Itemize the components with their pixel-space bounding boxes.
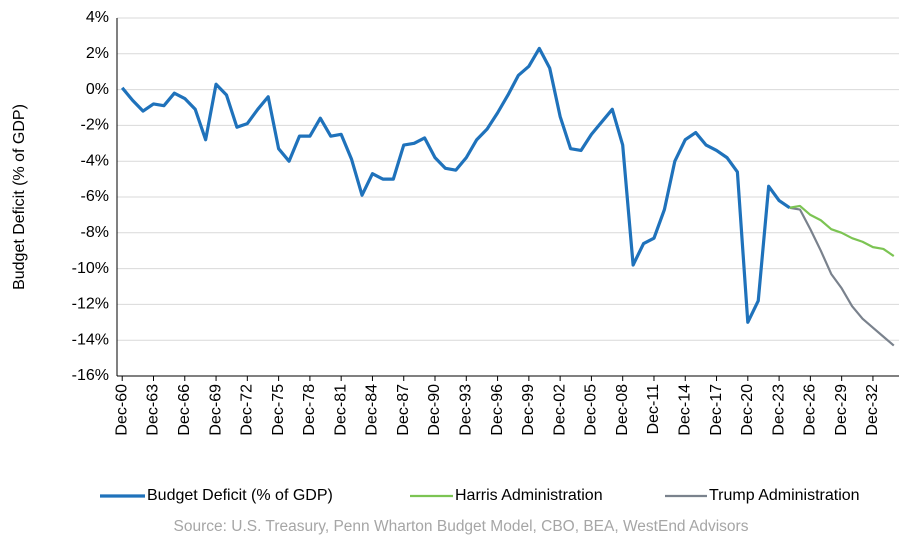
x-tick-label: Dec-96 (489, 384, 506, 436)
x-tick-label: Dec-11 (645, 384, 662, 434)
series-line (789, 204, 895, 257)
x-tick-label: Dec-05 (583, 384, 600, 436)
x-tick-label: Dec-20 (739, 384, 756, 436)
x-tick-label: Dec-02 (551, 384, 568, 436)
x-tick-label: Dec-17 (708, 384, 725, 436)
series-line (120, 46, 791, 324)
y-tick-label: -2% (81, 117, 109, 134)
x-tick-label: Dec-81 (332, 384, 349, 436)
x-tick-label: Dec-84 (364, 384, 381, 436)
x-tick-label: Dec-32 (864, 384, 881, 436)
x-tick-label: Dec-69 (207, 384, 224, 436)
x-tick-label: Dec-93 (458, 384, 475, 436)
legend-label: Harris Administration (455, 487, 603, 504)
y-tick-label: 0% (86, 81, 109, 98)
x-tick-label: Dec-72 (239, 384, 256, 436)
x-tick-label: Dec-99 (520, 384, 537, 436)
x-tick-label: Dec-75 (270, 384, 287, 436)
x-tick-label: Dec-90 (426, 384, 443, 436)
y-tick-label: -10% (72, 260, 109, 277)
y-tick-label: 4% (86, 9, 109, 26)
y-tick-label: -6% (81, 188, 109, 205)
x-tick-label: Dec-66 (176, 384, 193, 436)
y-tick-label: -8% (81, 224, 109, 241)
x-tick-label: Dec-26 (802, 384, 819, 436)
y-tick-label: -12% (72, 296, 109, 313)
x-tick-label: Dec-14 (676, 384, 693, 436)
y-tick-label: -4% (81, 152, 109, 169)
series-line (789, 206, 895, 347)
x-tick-label: Dec-08 (614, 384, 631, 436)
x-tick-label: Dec-78 (301, 384, 318, 436)
x-tick-label: Dec-23 (770, 384, 787, 436)
y-tick-label: -16% (72, 367, 109, 384)
x-tick-label: Dec-60 (113, 384, 130, 436)
x-tick-label: Dec-63 (145, 384, 162, 436)
y-axis-label: Budget Deficit (% of GDP) (11, 104, 28, 290)
y-tick-label: 2% (86, 45, 109, 62)
y-tick-label: -14% (72, 331, 109, 348)
legend-label: Budget Deficit (% of GDP) (147, 487, 333, 504)
x-tick-label: Dec-29 (833, 384, 850, 436)
legend-label: Trump Administration (709, 487, 860, 504)
source-note: Source: U.S. Treasury, Penn Wharton Budg… (174, 518, 749, 535)
x-tick-label: Dec-87 (395, 384, 412, 436)
